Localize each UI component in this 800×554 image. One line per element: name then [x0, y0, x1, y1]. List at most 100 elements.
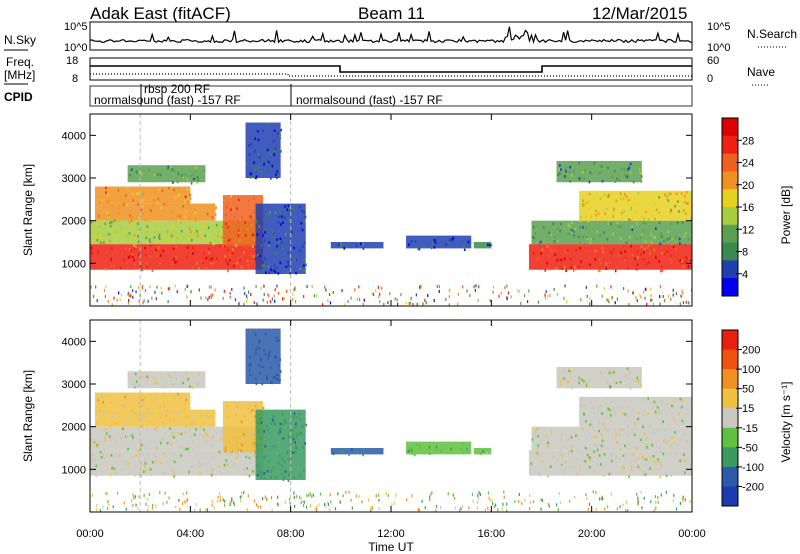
velocity-cell [620, 428, 623, 432]
power-cell [295, 271, 297, 275]
velocity-cell [277, 432, 280, 436]
power-colorbar-tick-label: 20 [742, 180, 754, 192]
power-cell [579, 225, 582, 229]
velocity-cell [129, 414, 131, 418]
velocity-ground-cell [277, 495, 279, 499]
velocity-cell [253, 428, 255, 432]
power-ground-cell [229, 291, 231, 295]
noise-line [89, 26, 693, 45]
power-cell [277, 132, 279, 135]
power-cell [236, 262, 239, 265]
power-cell [686, 190, 688, 194]
power-cell [577, 235, 580, 239]
velocity-cell [565, 467, 567, 470]
velocity-ground-cell [351, 506, 353, 510]
velocity-cell [253, 442, 255, 445]
power-cell [137, 202, 139, 206]
velocity-cell [111, 414, 114, 417]
velocity-ground-cell [99, 509, 102, 512]
power-cell [660, 269, 662, 273]
power-cell [561, 267, 564, 270]
velocity-ground-cell [219, 498, 221, 502]
velocity-ground-cell [491, 502, 494, 506]
power-ground-cell [329, 301, 332, 305]
velocity-cell [192, 422, 195, 426]
power-ground-cell [603, 287, 605, 291]
velocity-cell [263, 456, 265, 460]
power-cell [153, 198, 155, 202]
velocity-cell [200, 461, 202, 465]
velocity-cell [111, 467, 113, 470]
velocity-cell [598, 421, 601, 424]
velocity-cell [205, 439, 208, 442]
velocity-ground-cell [484, 508, 486, 512]
velocity-cell [291, 433, 294, 437]
power-cell [642, 221, 645, 224]
velocity-cell [279, 422, 282, 426]
velocity-cell [236, 446, 239, 450]
power-cell [583, 203, 585, 206]
velocity-cell [677, 444, 679, 447]
power-cell [201, 226, 204, 229]
velocity-ground-cell [233, 503, 236, 507]
power-cell [602, 209, 604, 212]
power-ground-cell [277, 291, 279, 295]
velocity-cell [92, 453, 94, 457]
power-cell [287, 251, 289, 254]
power-cell [225, 259, 228, 263]
power-ground-cell [645, 287, 647, 291]
power-ground-cell [679, 302, 681, 306]
power-ground-cell [457, 302, 459, 306]
velocity-cell [250, 451, 252, 455]
velocity-cell [233, 462, 235, 466]
velocity-cell [653, 460, 656, 464]
power-cell [274, 236, 276, 240]
power-cell [197, 178, 200, 182]
power-cell [186, 188, 189, 191]
velocity-ground-cell [288, 497, 291, 501]
power-cell [170, 234, 173, 238]
power-cell [127, 256, 130, 259]
power-ground-cell [90, 285, 92, 289]
power-cell [233, 263, 235, 266]
power-ground-cell [344, 303, 346, 306]
power-ground-cell [498, 294, 500, 298]
power-cell [686, 202, 688, 205]
power-ground-cell [144, 289, 147, 293]
velocity-cell [559, 451, 562, 455]
velocity-cell [260, 417, 262, 420]
power-cell [228, 252, 231, 255]
power-cell [452, 236, 455, 240]
power-cell [255, 219, 258, 223]
power-cell [248, 243, 251, 247]
velocity-cell [608, 427, 611, 431]
velocity-cell [174, 371, 176, 375]
velocity-cell [610, 459, 613, 463]
power-cell [142, 198, 145, 202]
power-cell [262, 268, 265, 271]
power-cell [671, 237, 673, 241]
velocity-cell [601, 445, 604, 449]
velocity-colorbar-swatch [722, 486, 738, 507]
power-cell [617, 254, 620, 257]
power-cell [660, 235, 663, 238]
velocity-cell [581, 398, 583, 401]
power-cell [690, 217, 692, 220]
power-cell [583, 177, 586, 181]
velocity-cell [615, 455, 618, 458]
power-ground-cell [662, 294, 664, 298]
velocity-cell [257, 429, 260, 432]
velocity-cell [104, 439, 106, 442]
velocity-region-13 [579, 396, 692, 427]
power-ground-cell [167, 287, 169, 291]
velocity-ground-cell [637, 502, 639, 506]
power-cell [690, 233, 692, 237]
power-cell [133, 247, 136, 251]
power-ground-cell [107, 299, 109, 303]
velocity-cell [563, 377, 565, 380]
velocity-cell [643, 413, 646, 417]
velocity-cell [660, 464, 663, 467]
power-ground-cell [478, 285, 480, 289]
velocity-cell [111, 436, 113, 440]
